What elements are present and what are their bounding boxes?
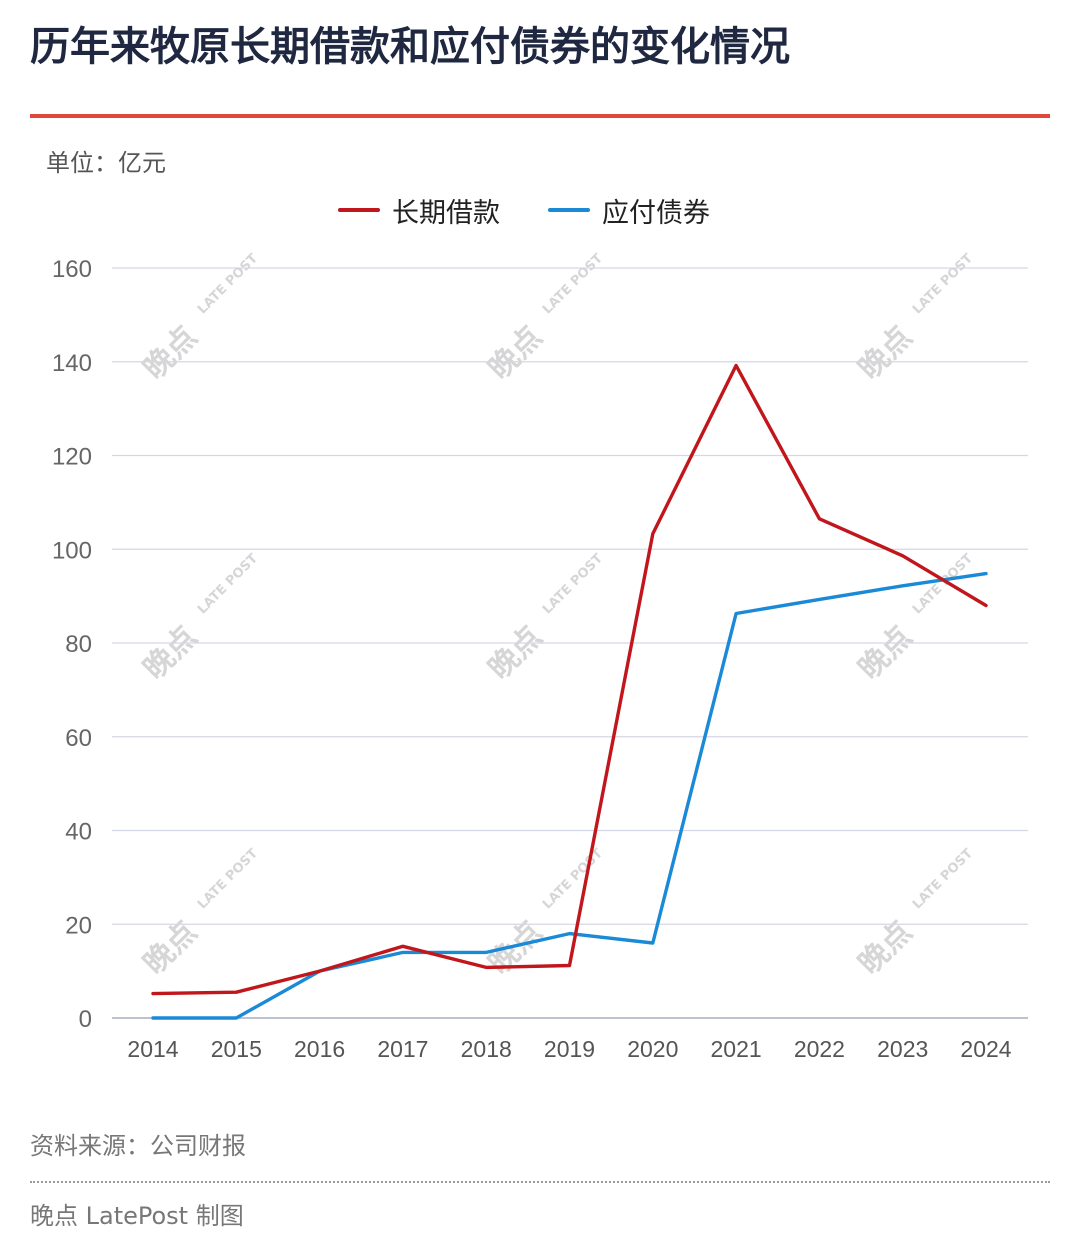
series-line-long-term-loans bbox=[151, 363, 988, 996]
x-tick-label: 2019 bbox=[544, 1036, 595, 1062]
x-tick-label: 2021 bbox=[711, 1036, 762, 1062]
watermark-sub: LATE POST bbox=[540, 551, 606, 617]
watermark-sub: LATE POST bbox=[910, 846, 976, 912]
series-line-bonds-payable bbox=[151, 571, 988, 1020]
y-tick-label: 60 bbox=[65, 725, 92, 752]
y-tick-label: 160 bbox=[52, 256, 92, 283]
watermark-sub: LATE POST bbox=[195, 846, 261, 912]
legend-label-long-term-loans: 长期借款 bbox=[392, 197, 500, 229]
title-rule bbox=[30, 114, 1050, 118]
legend-item-long-term-loans: 长期借款 bbox=[338, 191, 500, 230]
series-lines bbox=[151, 363, 988, 1020]
legend-item-bonds-payable: 应付债券 bbox=[548, 191, 710, 230]
watermark-text: 晚点 bbox=[137, 619, 204, 686]
legend-label-bonds-payable: 应付债券 bbox=[602, 197, 710, 229]
watermark-sub: LATE POST bbox=[540, 846, 606, 912]
x-tick-label: 2020 bbox=[627, 1036, 678, 1062]
watermark-sub: LATE POST bbox=[195, 251, 261, 317]
legend-swatch-long-term-loans bbox=[338, 208, 380, 212]
x-tick-label: 2023 bbox=[877, 1036, 928, 1062]
x-tick-label: 2017 bbox=[377, 1036, 428, 1062]
watermark-sub: LATE POST bbox=[540, 251, 606, 317]
watermark-text: 晚点 bbox=[852, 319, 919, 386]
x-tick-label: 2016 bbox=[294, 1036, 345, 1062]
watermark-text: 晚点 bbox=[482, 319, 549, 386]
legend: 长期借款 应付债券 bbox=[338, 190, 710, 230]
y-tick-label: 80 bbox=[65, 631, 92, 658]
source-note: 资料来源：公司财报 bbox=[30, 1132, 246, 1160]
chart-title: 历年来牧原长期借款和应付债券的变化情况 bbox=[30, 24, 790, 70]
x-tick-label: 2018 bbox=[461, 1036, 512, 1062]
y-tick-label: 120 bbox=[52, 444, 92, 471]
watermark-sub: LATE POST bbox=[195, 551, 261, 617]
x-tick-label: 2014 bbox=[127, 1036, 178, 1062]
y-axis-ticks: 0 20 40 60 80 100 120 140 160 bbox=[52, 256, 92, 1033]
watermark-sub: LATE POST bbox=[910, 251, 976, 317]
watermark-text: 晚点 bbox=[482, 619, 549, 686]
x-tick-label: 2022 bbox=[794, 1036, 845, 1062]
dotted-divider bbox=[30, 1181, 1050, 1183]
y-tick-label: 20 bbox=[65, 912, 92, 939]
legend-swatch-bonds-payable bbox=[548, 208, 590, 212]
credit-note: 晚点 LatePost 制图 bbox=[30, 1202, 244, 1230]
gridlines bbox=[112, 267, 1028, 1019]
x-tick-label: 2024 bbox=[960, 1036, 1011, 1062]
watermark-text: 晚点 bbox=[137, 319, 204, 386]
y-tick-label: 0 bbox=[79, 1006, 92, 1033]
x-tick-label: 2015 bbox=[211, 1036, 262, 1062]
x-axis-ticks: 2014 2015 2016 2017 2018 2019 2020 2021 2022 2023… bbox=[127, 1036, 1011, 1062]
y-tick-label: 40 bbox=[65, 819, 92, 846]
watermark-text: 晚点 bbox=[852, 619, 919, 686]
y-tick-label: 140 bbox=[52, 350, 92, 377]
y-tick-label: 100 bbox=[52, 537, 92, 564]
unit-label: 单位：亿元 bbox=[46, 149, 166, 177]
